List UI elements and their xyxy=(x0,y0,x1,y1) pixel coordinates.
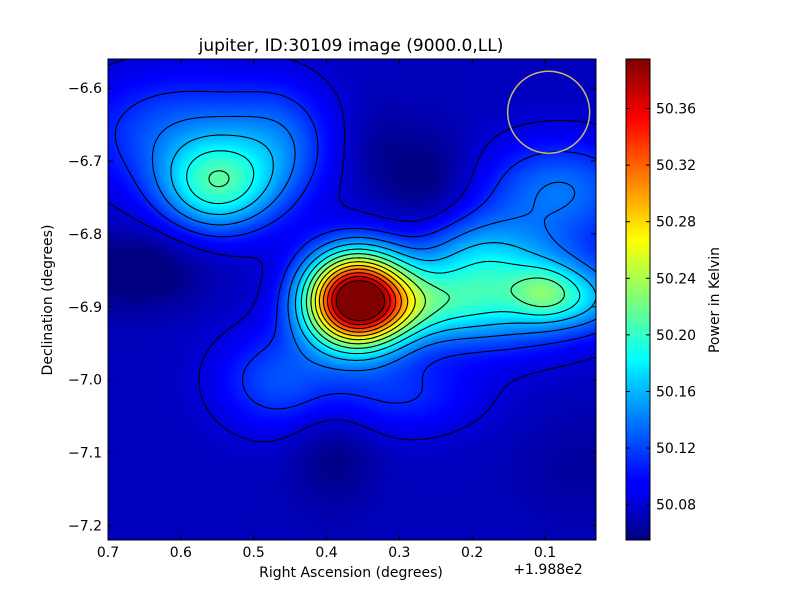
x-axis-offset-label: +1.988e2 xyxy=(513,562,582,578)
contour-line xyxy=(322,268,402,333)
heatmap-area xyxy=(108,59,596,540)
colorbar-tick-label: 50.24 xyxy=(656,271,696,287)
colorbar-tick-label: 50.08 xyxy=(656,498,696,514)
colorbar-tick-label: 50.12 xyxy=(656,441,696,457)
contour-line xyxy=(314,261,416,341)
contour-line xyxy=(331,276,391,326)
contour-line xyxy=(335,280,386,322)
colorbar-tick-label: 50.16 xyxy=(656,384,696,400)
contour-line xyxy=(318,264,409,337)
x-axis-ticks: 0.7 0.6 0.5 0.4 0.3 0.2 0.1 xyxy=(97,59,556,561)
y-tick-label: −7.2 xyxy=(68,518,102,534)
colorbar-frame xyxy=(625,58,651,541)
colorbar-tick-label: 50.32 xyxy=(656,158,696,174)
y-tick-label: −6.8 xyxy=(68,227,102,243)
colorbar-tick-label: 50.36 xyxy=(656,102,696,118)
colorbar-label: Power in Kelvin xyxy=(707,247,723,353)
y-tick-label: −6.9 xyxy=(68,300,102,316)
colorbar-ticks: 50.08 50.12 50.16 50.20 50.24 50.28 50.32 50.36 xyxy=(626,102,696,514)
contour-line xyxy=(310,257,426,345)
contour-line xyxy=(108,59,596,443)
y-tick-label: −7.1 xyxy=(68,446,102,462)
chart-title: jupiter, ID:30109 image (9000.0,LL) xyxy=(198,36,504,56)
beam-circle xyxy=(506,70,591,154)
contour-line xyxy=(170,134,596,361)
colorbar-tick-label: 50.20 xyxy=(656,328,696,344)
x-tick-label: 0.4 xyxy=(315,545,337,561)
y-axis-label: Declination (degrees) xyxy=(40,225,56,376)
colorbar-tick-label: 50.28 xyxy=(656,215,696,231)
y-axis-ticks: −6.6 −6.7 −6.8 −6.9 −7.0 −7.1 −7.2 xyxy=(68,81,596,534)
contour-line xyxy=(326,272,397,329)
heatmap-image xyxy=(108,59,596,540)
y-tick-label: −6.6 xyxy=(68,81,102,97)
contour-lines xyxy=(108,59,596,443)
x-tick-label: 0.5 xyxy=(243,545,265,561)
colorbar-gradient xyxy=(626,59,650,540)
contour-line xyxy=(208,170,565,349)
x-tick-label: 0.6 xyxy=(170,545,192,561)
x-tick-label: 0.3 xyxy=(388,545,410,561)
x-tick-label: 0.2 xyxy=(461,545,483,561)
y-tick-label: −6.7 xyxy=(68,154,102,170)
contour-line xyxy=(114,90,596,410)
plot-frame xyxy=(107,58,597,541)
x-tick-label: 0.1 xyxy=(534,545,556,561)
contour-line xyxy=(186,150,581,355)
y-tick-label: −7.0 xyxy=(68,373,102,389)
contour-line xyxy=(151,115,596,372)
x-axis-label: Right Ascension (degrees) xyxy=(259,565,443,581)
x-tick-label: 0.7 xyxy=(97,545,119,561)
